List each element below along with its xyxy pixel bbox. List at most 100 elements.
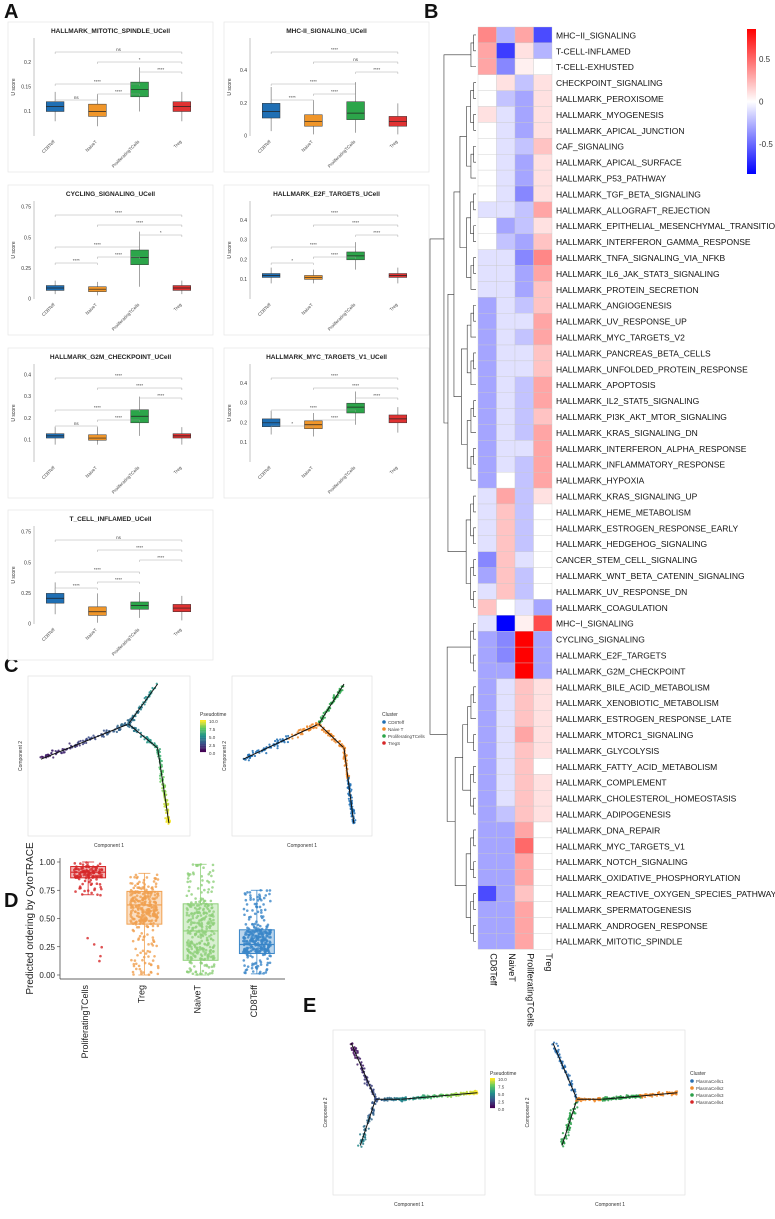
boxplot-frame xyxy=(7,21,214,173)
heatmap-cell xyxy=(496,233,516,250)
cell-point xyxy=(136,953,139,957)
cell-point xyxy=(201,897,205,901)
heatmap-cell xyxy=(477,90,497,107)
cell-point xyxy=(266,948,270,951)
cell-point xyxy=(131,922,135,926)
heatmap-cell xyxy=(514,646,534,664)
cell-point xyxy=(132,973,135,976)
cell-point xyxy=(372,1113,375,1116)
cell-point xyxy=(141,949,145,953)
cell-point xyxy=(187,874,191,877)
y-tick-label: 0 xyxy=(244,134,247,140)
panel-label-a: A xyxy=(4,1,18,23)
cell-point xyxy=(251,955,254,959)
cell-point xyxy=(136,911,140,915)
cell-point xyxy=(316,724,319,727)
heatmap-row-label: HALLMARK_KRAS_SIGNALING_UP xyxy=(556,492,698,502)
cell-point xyxy=(296,736,300,739)
cell-point xyxy=(247,753,250,756)
heatmap-cell xyxy=(496,456,516,473)
heatmap-cell xyxy=(496,869,516,886)
heatmap-cell xyxy=(477,233,497,250)
cell-point xyxy=(243,892,247,895)
dendrogram-link xyxy=(473,654,476,672)
cell-point xyxy=(193,954,197,958)
heatmap-row-label: HALLMARK_DNA_REPAIR xyxy=(556,825,660,835)
cell-point xyxy=(212,910,215,913)
cell-point xyxy=(148,895,152,898)
cell-point xyxy=(166,808,170,811)
box-NaiveT xyxy=(88,434,107,441)
cell-point xyxy=(283,741,286,744)
cell-point xyxy=(191,863,195,866)
heatmap-cell xyxy=(533,313,553,330)
cell-point xyxy=(569,1109,572,1112)
legend-item: PlasmaCells2 xyxy=(696,1086,724,1091)
y-axis-label: Component 2 xyxy=(323,1097,329,1127)
cell-point xyxy=(259,939,263,942)
cell-point xyxy=(185,911,189,915)
x-axis-label: Component 1 xyxy=(595,1202,625,1208)
cell-point xyxy=(190,912,193,915)
cell-point xyxy=(258,924,262,928)
sig-label: **** xyxy=(373,230,380,235)
cell-point xyxy=(130,899,134,903)
cell-point xyxy=(651,1095,654,1098)
boxplot-title: HALLMARK_MITOTIC_SPINDLE_UCell xyxy=(51,28,170,35)
legend-gradient-step xyxy=(200,726,206,729)
cell-point xyxy=(134,873,138,877)
trajectory-path xyxy=(318,683,345,725)
cell-point xyxy=(143,913,146,917)
cell-point xyxy=(258,893,261,896)
heatmap-row-label: MHC−I_SIGNALING xyxy=(556,619,634,629)
cell-point xyxy=(131,904,134,908)
cell-point xyxy=(134,947,137,951)
heatmap-cell xyxy=(533,774,553,791)
cell-point xyxy=(204,911,208,915)
heatmap-cell xyxy=(477,42,497,59)
dendrogram-link xyxy=(465,519,471,584)
cell-point xyxy=(200,972,203,976)
legend-gradient-step xyxy=(200,732,206,735)
heatmap-cell xyxy=(533,615,553,632)
heatmap-cell xyxy=(477,392,497,409)
heatmap-row-label: HALLMARK_ANGIOGENESIS xyxy=(556,301,672,311)
cell-point xyxy=(256,910,260,914)
cell-point xyxy=(254,949,257,953)
cell-point xyxy=(199,957,202,960)
cell-point xyxy=(205,925,208,928)
cell-point xyxy=(202,907,205,911)
heatmap-cell xyxy=(496,249,516,266)
cell-point xyxy=(358,1057,362,1060)
legend-swatch xyxy=(690,1086,694,1090)
heatmap-row-label: HALLMARK_MYOGENESIS xyxy=(556,110,664,120)
cell-point xyxy=(139,708,143,711)
cell-point xyxy=(204,971,208,975)
legend-gradient-step xyxy=(490,1078,495,1080)
y-axis-label: Component 2 xyxy=(525,1097,531,1127)
heatmap-cell xyxy=(496,138,516,155)
cell-point xyxy=(209,899,213,903)
panel-labels: A B C D E xyxy=(4,1,438,1017)
cell-point xyxy=(350,1048,353,1051)
cell-point xyxy=(189,968,193,972)
heatmap-cell xyxy=(496,694,516,711)
x-tick-label: Treg xyxy=(389,465,399,475)
cell-point xyxy=(136,875,139,879)
cell-point xyxy=(242,943,246,947)
cell-point xyxy=(100,735,104,738)
heatmap-row-label: HALLMARK_REACTIVE_OXYGEN_SPECIES_PATHWAY xyxy=(556,889,775,899)
cell-point xyxy=(188,905,192,908)
cell-point xyxy=(580,1100,583,1103)
cell-point xyxy=(187,889,191,893)
cell-point xyxy=(250,922,254,926)
heatmap-row-label: HALLMARK_GLYCOLYSIS xyxy=(556,746,659,756)
cell-point xyxy=(74,890,77,893)
cell-point xyxy=(133,875,136,879)
cell-point xyxy=(50,752,53,755)
cell-point xyxy=(156,878,160,881)
cell-point xyxy=(105,729,108,733)
dendrogram-link xyxy=(473,861,476,878)
heatmap-cell xyxy=(496,853,516,870)
cell-point xyxy=(197,863,200,867)
